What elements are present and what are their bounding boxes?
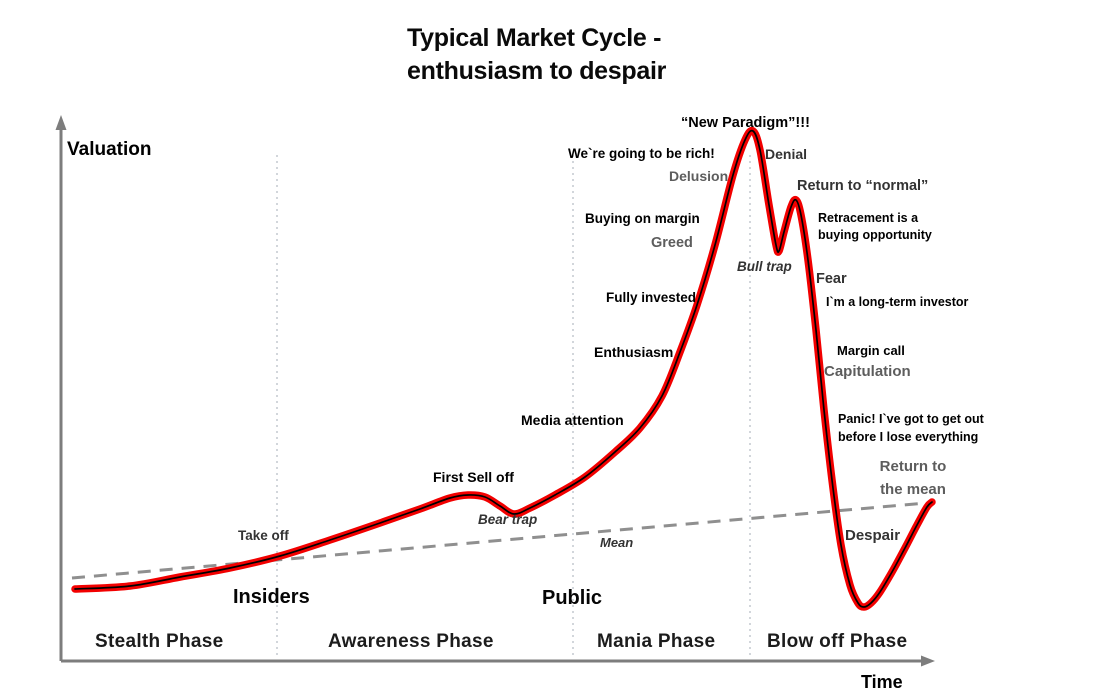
annotation-despair: Despair [845, 527, 901, 544]
annotation-buying-on-margin: Buying on margin [585, 211, 700, 226]
x-axis-label: Time [861, 672, 903, 692]
annotation-bull-trap: Bull trap [737, 259, 792, 274]
annotation-retracement-line2: buying opportunity [818, 228, 932, 242]
y-axis-arrow-icon [55, 115, 67, 130]
annotation-new-paradigm: “New Paradigm”!!! [681, 115, 810, 131]
phase-label-mania: Mania Phase [597, 631, 716, 652]
phase-label-blowoff: Blow off Phase [767, 631, 908, 652]
group-label-insiders: Insiders [233, 586, 310, 608]
annotation-greed: Greed [651, 235, 693, 251]
phase-label-awareness: Awareness Phase [328, 631, 494, 652]
annotation-retracement: Retracement is a buying opportunity [818, 210, 932, 244]
market-cycle-curve [71, 126, 936, 611]
annotation-return-to-mean-line2: the mean [880, 481, 946, 498]
phase-label-stealth: Stealth Phase [95, 631, 224, 652]
annotation-take-off: Take off [238, 528, 289, 543]
chart-title-line1: Typical Market Cycle - [407, 24, 662, 52]
annotation-going-to-be-rich: We`re going to be rich! [568, 146, 715, 161]
mean-line [71, 501, 927, 580]
annotation-retracement-line1: Retracement is a [818, 211, 919, 225]
annotation-panic-line2: before I lose everything [838, 429, 979, 444]
annotation-fully-invested: Fully invested [606, 290, 697, 305]
annotation-first-sell-off: First Sell off [433, 469, 514, 485]
y-axis-label: Valuation [67, 139, 152, 160]
annotation-enthusiasm: Enthusiasm [594, 344, 674, 360]
annotation-panic: Panic! I`ve got to get out before I lose… [838, 411, 984, 446]
annotation-return-to-mean: Return to the mean [872, 455, 954, 501]
annotation-capitulation: Capitulation [824, 363, 911, 380]
annotation-denial: Denial [765, 146, 808, 162]
annotation-mean: Mean [600, 535, 634, 550]
annotation-bear-trap: Bear trap [478, 512, 538, 527]
annotation-return-to-normal: Return to “normal” [797, 178, 929, 194]
market-cycle-curve-core [74, 129, 933, 608]
annotation-media-attention: Media attention [521, 412, 624, 428]
phase-dividers [276, 155, 751, 658]
annotation-panic-line1: Panic! I`ve got to get out [838, 412, 984, 426]
group-label-public: Public [542, 587, 603, 609]
annotation-return-to-mean-line1: Return to [879, 458, 947, 475]
annotation-long-term-investor: I`m a long-term investor [826, 295, 969, 309]
x-axis-arrow-icon [921, 655, 935, 667]
chart-title: Typical Market Cycle - enthusiasm to des… [407, 22, 666, 88]
annotation-delusion: Delusion [669, 168, 729, 184]
annotation-fear: Fear [816, 271, 847, 287]
chart-title-line2: enthusiasm to despair [407, 57, 667, 85]
annotation-margin-call: Margin call [837, 343, 905, 358]
